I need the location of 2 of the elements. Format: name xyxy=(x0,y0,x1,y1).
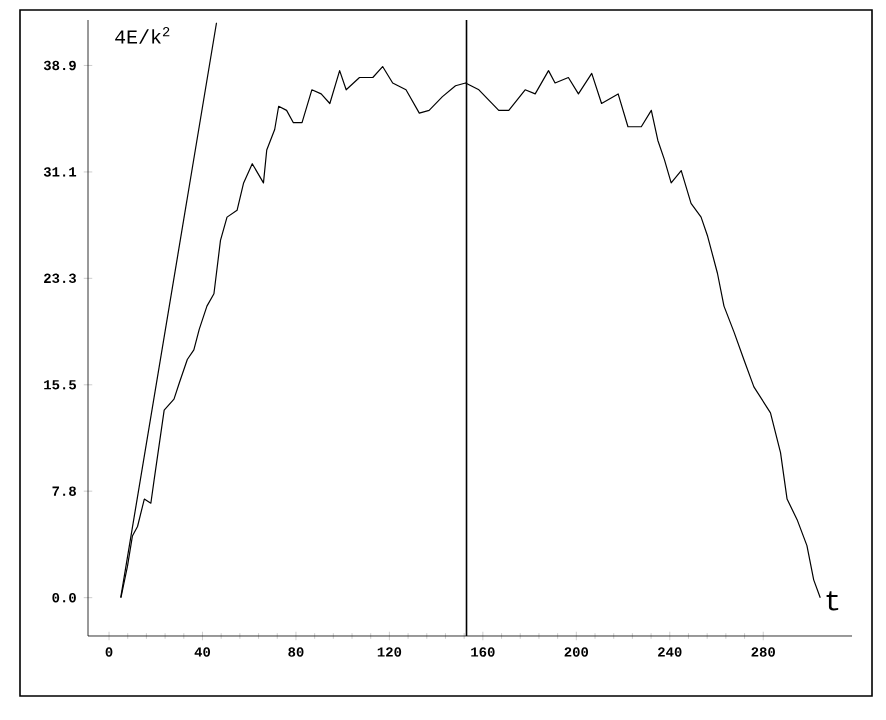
y-axis-title: 4E/k$^{2}$ xyxy=(115,27,170,44)
x-axis-title: t xyxy=(826,591,839,611)
